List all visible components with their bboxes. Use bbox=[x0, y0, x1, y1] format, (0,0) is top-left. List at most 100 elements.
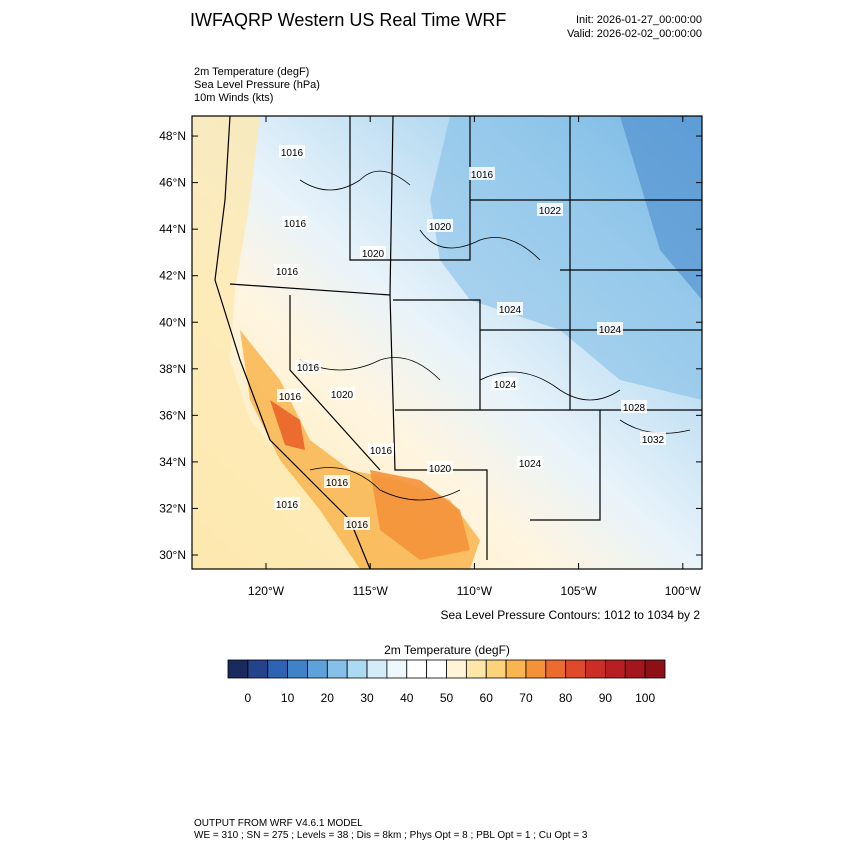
contour-label-bg bbox=[597, 322, 623, 335]
contour-note: Sea Level Pressure Contours: 1012 to 103… bbox=[441, 608, 701, 622]
colorbar-box bbox=[406, 659, 428, 679]
contour-label: 1016 bbox=[284, 219, 307, 230]
contour-label: 1020 bbox=[429, 222, 452, 233]
contour-label: 1016 bbox=[276, 500, 299, 511]
colorbar-box bbox=[326, 659, 348, 679]
colorbar-label: 40 bbox=[400, 691, 414, 705]
contour-label-bg bbox=[368, 443, 394, 456]
contour-label: 1020 bbox=[429, 464, 452, 475]
colorbar-box bbox=[545, 659, 567, 679]
colorbar-label: 100 bbox=[635, 691, 655, 705]
colorbar-box bbox=[585, 659, 606, 679]
contour-label-bg bbox=[277, 389, 303, 402]
lat-label: 36°N bbox=[159, 408, 186, 422]
colorbar-box bbox=[644, 659, 666, 679]
lon-label: 110°W bbox=[457, 584, 493, 598]
contour-label-bg bbox=[427, 461, 453, 474]
contour-label: 1016 bbox=[326, 478, 349, 489]
field-label: 2m Temperature (degF) bbox=[194, 66, 309, 78]
colorbar-title: 2m Temperature (degF) bbox=[384, 643, 510, 657]
colorbar-box bbox=[247, 659, 269, 679]
colorbar-label: 90 bbox=[599, 691, 613, 705]
contour-label-bg bbox=[344, 517, 370, 530]
contour-label-bg bbox=[279, 145, 305, 158]
colorbar-box bbox=[624, 659, 646, 679]
contour-label: 1016 bbox=[370, 446, 393, 457]
field-label: 10m Winds (kts) bbox=[194, 92, 273, 104]
contour-label: 1020 bbox=[362, 249, 385, 260]
colorbar-box bbox=[307, 659, 328, 679]
lon-label: 115°W bbox=[353, 584, 389, 598]
contour-label-bg bbox=[282, 216, 308, 229]
lat-label: 34°N bbox=[159, 455, 186, 469]
contour-label-bg bbox=[427, 219, 453, 232]
contour-label: 1016 bbox=[297, 363, 320, 374]
lat-label: 42°N bbox=[159, 269, 186, 283]
colorbar-label: 60 bbox=[480, 691, 494, 705]
lat-label: 46°N bbox=[159, 176, 186, 190]
colorbar-box bbox=[267, 659, 288, 679]
colorbar-label: 70 bbox=[519, 691, 533, 705]
lon-label: 105°W bbox=[561, 584, 598, 598]
lat-label: 40°N bbox=[159, 315, 186, 329]
colorbar-box bbox=[565, 659, 586, 679]
colorbar-box bbox=[227, 659, 249, 679]
colorbar-box bbox=[446, 659, 467, 679]
contour-label: 1016 bbox=[279, 392, 302, 403]
lat-label: 44°N bbox=[159, 222, 186, 236]
lat-label: 48°N bbox=[159, 129, 186, 143]
colorbar-box bbox=[465, 659, 487, 679]
contour-label-bg bbox=[360, 246, 386, 259]
colorbar-label: 20 bbox=[321, 691, 335, 705]
lon-label: 100°W bbox=[665, 584, 702, 598]
colorbar-box bbox=[366, 659, 388, 679]
contour-label: 1016 bbox=[471, 170, 494, 181]
contour-label: 1016 bbox=[276, 267, 299, 278]
contour-label-bg bbox=[640, 432, 666, 445]
init-time: Init: 2026-01-27_00:00:00 bbox=[576, 14, 702, 26]
contour-label-bg bbox=[469, 167, 495, 180]
colorbar-box bbox=[346, 659, 368, 679]
contour-label-bg bbox=[295, 360, 321, 373]
colorbar-box bbox=[426, 659, 447, 679]
contour-label-bg bbox=[329, 387, 355, 400]
colorbar-box bbox=[505, 659, 527, 679]
map-frame bbox=[191, 115, 703, 570]
colorbar-label: 0 bbox=[245, 691, 252, 705]
contour-label: 1024 bbox=[494, 380, 517, 391]
contour-label-bg bbox=[621, 400, 647, 413]
contour-label-bg bbox=[537, 203, 563, 216]
contour-label: 1016 bbox=[346, 520, 369, 531]
contour-label-bg bbox=[492, 377, 518, 390]
contour-label: 1022 bbox=[539, 206, 562, 217]
colorbar-label: 80 bbox=[559, 691, 573, 705]
contour-label-bg bbox=[274, 264, 300, 277]
lat-label: 38°N bbox=[159, 362, 186, 376]
colorbar-box bbox=[386, 659, 408, 679]
contour-label-bg bbox=[517, 456, 543, 469]
contour-label: 1032 bbox=[642, 435, 665, 446]
contour-label: 1024 bbox=[519, 459, 542, 470]
footer-line: OUTPUT FROM WRF V4.6.1 MODEL bbox=[194, 818, 363, 829]
colorbar-label: 10 bbox=[281, 691, 295, 705]
lat-label: 32°N bbox=[159, 501, 186, 515]
title: IWFAQRP Western US Real Time WRF bbox=[190, 10, 506, 30]
field-label: Sea Level Pressure (hPa) bbox=[194, 79, 320, 91]
colorbar-box bbox=[605, 659, 626, 679]
lon-label: 120°W bbox=[248, 584, 285, 598]
contour-label: 1028 bbox=[623, 403, 646, 414]
map-field bbox=[192, 116, 702, 569]
contour-label-bg bbox=[274, 497, 300, 510]
colorbar-box bbox=[287, 659, 308, 679]
lat-label: 30°N bbox=[159, 548, 186, 562]
colorbar-box bbox=[485, 659, 507, 679]
colorbar-box bbox=[525, 659, 547, 679]
contour-label: 1024 bbox=[599, 325, 622, 336]
contour-label: 1020 bbox=[331, 390, 354, 401]
contour-label: 1016 bbox=[281, 148, 304, 159]
colorbar-label: 30 bbox=[360, 691, 374, 705]
footer-line: WE = 310 ; SN = 275 ; Levels = 38 ; Dis … bbox=[194, 830, 588, 841]
contour-label: 1024 bbox=[499, 305, 522, 316]
valid-time: Valid: 2026-02-02_00:00:00 bbox=[567, 28, 702, 40]
